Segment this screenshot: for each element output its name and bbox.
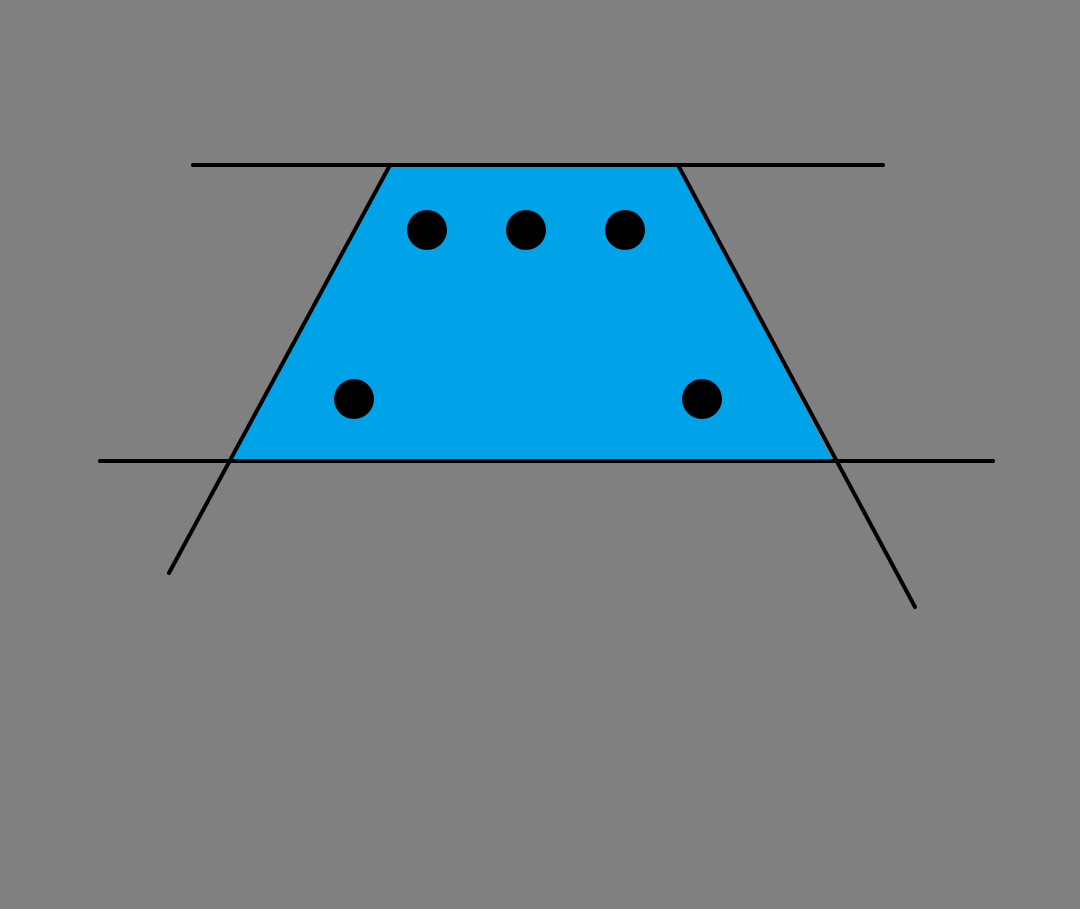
- dots-top-row: [407, 210, 645, 250]
- right-slant-line: [676, 163, 917, 609]
- dot: [506, 210, 546, 250]
- dot: [605, 210, 645, 250]
- dot: [682, 379, 722, 419]
- dot: [334, 379, 374, 419]
- dot: [407, 210, 447, 250]
- dots-bottom-row: [334, 379, 722, 419]
- left-slant-line: [167, 163, 392, 575]
- trapezoid: [232, 165, 833, 461]
